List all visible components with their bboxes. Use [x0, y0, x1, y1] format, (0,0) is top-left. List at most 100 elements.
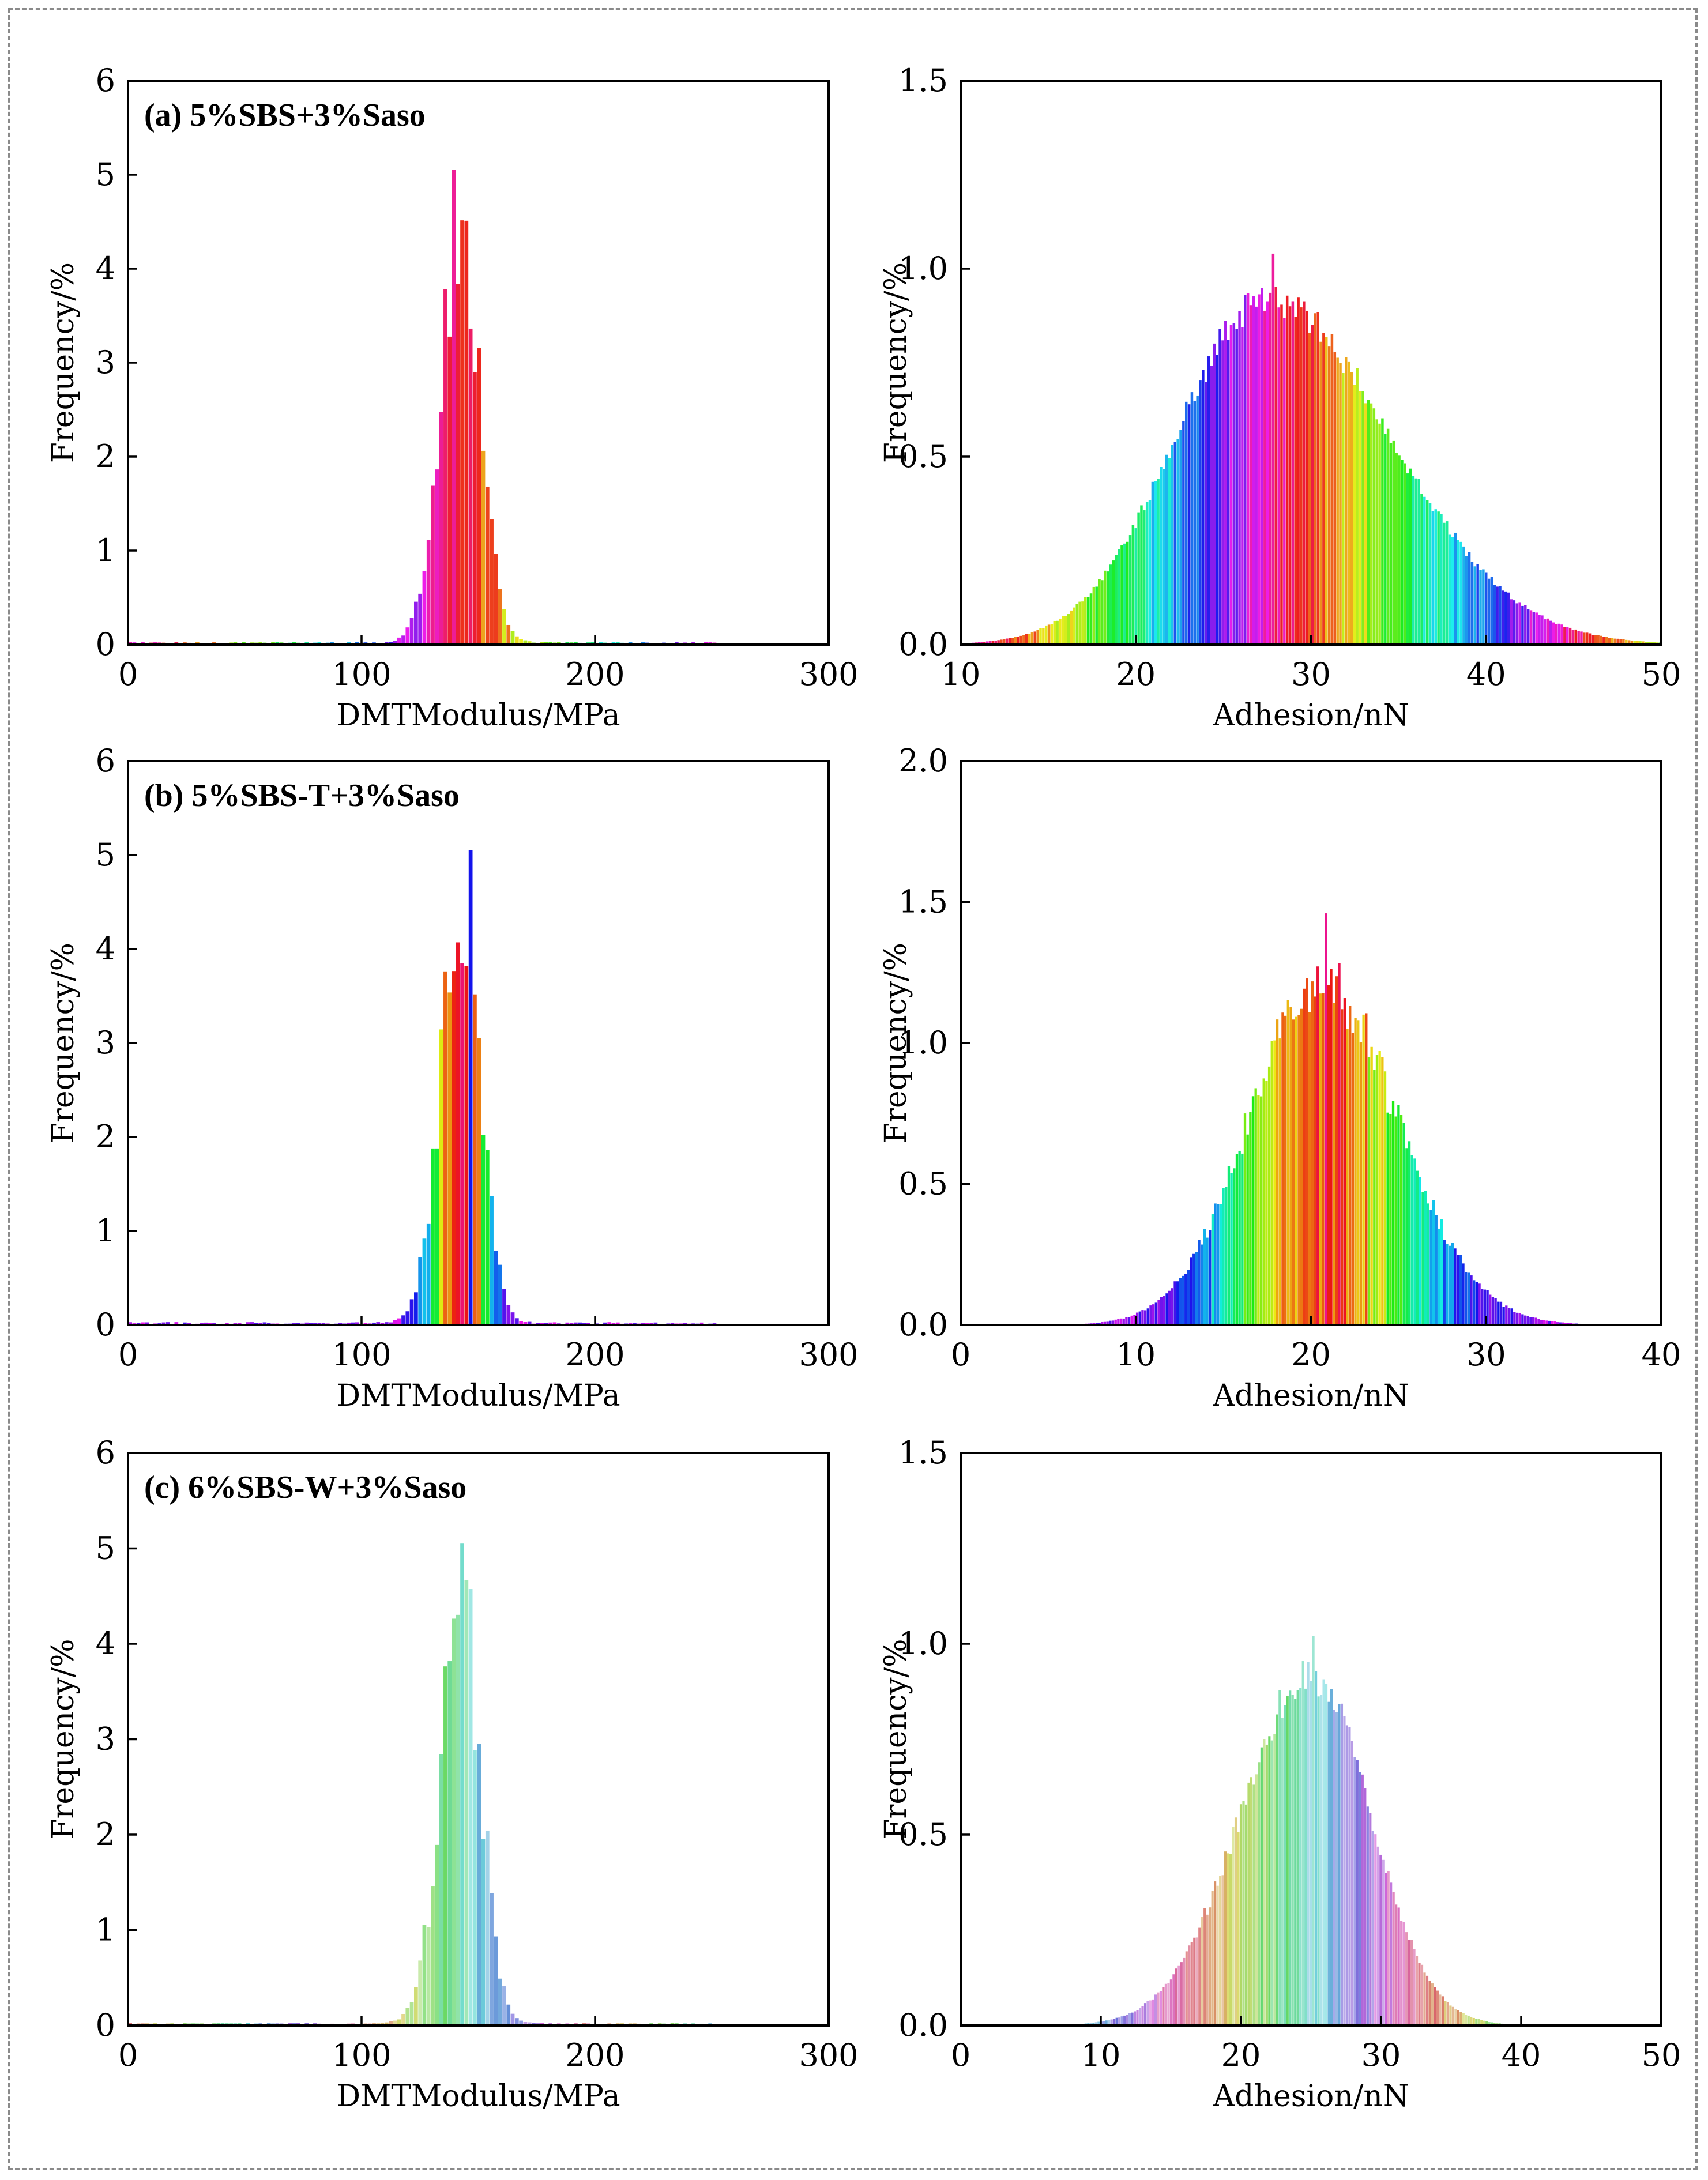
- bar: [1265, 1744, 1268, 2025]
- bar-group: [128, 170, 717, 645]
- bar: [1428, 1980, 1431, 2025]
- bar: [435, 1844, 439, 2025]
- bar: [1636, 641, 1639, 645]
- bar: [1359, 1772, 1361, 2025]
- bar: [1475, 2019, 1478, 2025]
- bar: [1171, 445, 1174, 645]
- bar: [418, 1960, 423, 2025]
- bar: [1184, 1274, 1187, 1325]
- bar: [1491, 2022, 1493, 2025]
- bar: [237, 2023, 242, 2025]
- bar: [1473, 566, 1477, 645]
- bar: [1583, 632, 1586, 645]
- y-tick-label: 4: [96, 1625, 115, 1662]
- bar: [296, 2023, 300, 2025]
- bar: [556, 2023, 561, 2025]
- bar: [1404, 463, 1406, 645]
- x-tick-label: 300: [799, 2037, 858, 2073]
- bar: [1308, 1012, 1311, 1325]
- y-tick-label: 1: [96, 1912, 115, 1948]
- bar: [141, 1322, 145, 1325]
- bar: [1343, 1716, 1346, 2025]
- bar: [1259, 1096, 1263, 1325]
- bar: [1214, 1203, 1217, 1325]
- bar: [1444, 2001, 1447, 2025]
- bar: [1435, 1215, 1438, 1325]
- bar: [1234, 1817, 1237, 2025]
- bar: [704, 642, 708, 645]
- bar: [1342, 373, 1345, 645]
- bar: [1187, 1270, 1190, 1325]
- bar: [1288, 306, 1292, 645]
- bar: [351, 1322, 355, 1325]
- bar: [1339, 363, 1342, 645]
- bar: [1338, 1704, 1341, 2025]
- bar: [1370, 403, 1373, 645]
- bar: [1462, 2013, 1465, 2025]
- y-axis-title: Frequency/%: [46, 1639, 81, 1839]
- bar: [1405, 1932, 1408, 2025]
- bar: [1585, 632, 1589, 645]
- y-tick-label: 3: [96, 1721, 115, 1757]
- bar: [1526, 609, 1530, 645]
- y-tick-label: 0: [96, 1307, 115, 1343]
- bar: [1157, 1992, 1160, 2025]
- bar: [1467, 1272, 1470, 1325]
- y-tick-label: 2: [96, 1119, 115, 1155]
- x-axis-title: Adhesion/nN: [1213, 698, 1409, 733]
- bar: [1274, 287, 1277, 645]
- bar: [1518, 1313, 1521, 1325]
- bar: [1019, 635, 1022, 645]
- bar: [1383, 1071, 1387, 1325]
- bar: [1602, 637, 1605, 645]
- bar: [409, 2002, 414, 2025]
- bar: [1270, 1740, 1273, 2025]
- bar: [481, 1839, 486, 2025]
- bar: [401, 2013, 405, 2025]
- bar: [1574, 629, 1577, 645]
- bar: [1143, 2003, 1147, 2025]
- bar: [153, 2023, 157, 2025]
- bar: [1343, 998, 1346, 1325]
- x-tick-label: 20: [1116, 656, 1156, 692]
- bar: [1616, 638, 1619, 645]
- bar: [1470, 2017, 1473, 2025]
- bar: [1141, 1310, 1144, 1325]
- bar: [1348, 1727, 1351, 2025]
- bar: [1476, 564, 1479, 645]
- y-axis-title: Frequency/%: [879, 262, 913, 463]
- bar: [1149, 2000, 1152, 2025]
- bar: [1219, 1204, 1222, 1325]
- bar: [1493, 2023, 1496, 2025]
- bar: [1580, 631, 1583, 645]
- bar: [1172, 1974, 1175, 2025]
- bar: [1206, 1914, 1209, 2025]
- bar: [1005, 638, 1009, 645]
- bar: [1443, 1240, 1446, 1325]
- bar: [1507, 592, 1510, 645]
- bar: [1278, 1690, 1281, 2025]
- bar: [292, 642, 296, 645]
- bar: [409, 1299, 414, 1325]
- y-tick-label: 5: [96, 1530, 115, 1567]
- bar: [1113, 2019, 1116, 2025]
- bar: [1446, 1244, 1449, 1325]
- bar: [1379, 1854, 1382, 2025]
- bar: [1577, 631, 1580, 645]
- bar: [1276, 1019, 1279, 1325]
- bar: [1128, 535, 1132, 645]
- bar: [1028, 633, 1031, 645]
- y-tick-label: 6: [96, 62, 115, 99]
- x-tick-label: 0: [118, 2037, 138, 2073]
- bar: [1310, 1681, 1312, 2025]
- bar: [1131, 2012, 1134, 2025]
- bar: [494, 1936, 498, 2025]
- bar: [1535, 612, 1538, 645]
- bar: [1510, 1308, 1513, 1325]
- bar: [1320, 1695, 1323, 2025]
- bar: [1263, 1739, 1266, 2025]
- bar: [1246, 293, 1250, 645]
- bar: [1262, 1078, 1265, 1325]
- y-axis-title: Frequency/%: [46, 262, 81, 463]
- bar: [1258, 294, 1261, 645]
